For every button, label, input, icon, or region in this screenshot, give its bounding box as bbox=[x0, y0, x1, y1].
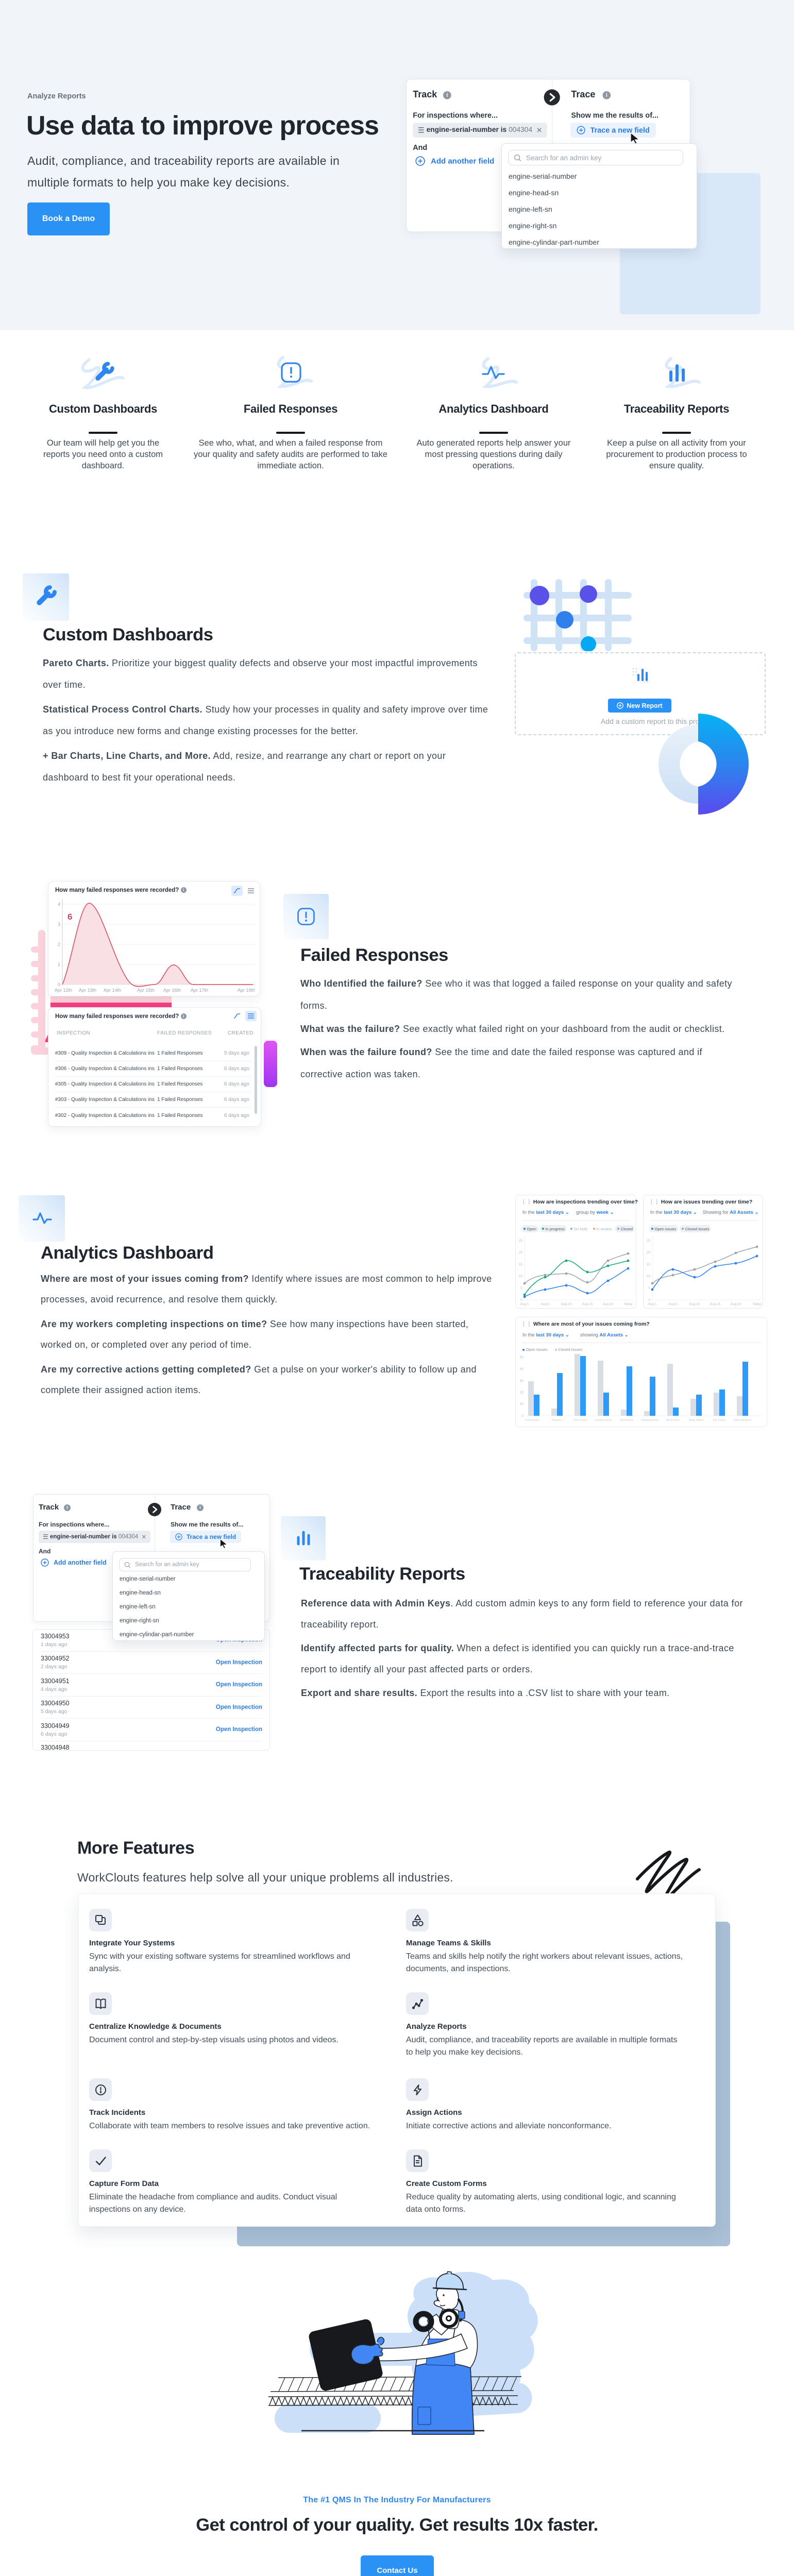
svg-text:Apr 15th: Apr 15th bbox=[137, 988, 155, 993]
svg-text:Aug 10: Aug 10 bbox=[561, 1302, 572, 1306]
svg-text:Pre Press: Pre Press bbox=[713, 1419, 725, 1422]
svg-text:Today: Today bbox=[752, 1302, 762, 1306]
svg-text:5: 5 bbox=[520, 1286, 522, 1290]
svg-text:5: 5 bbox=[648, 1286, 650, 1290]
svg-text:Aug 20: Aug 20 bbox=[731, 1302, 741, 1306]
svg-text:40: 40 bbox=[520, 1367, 524, 1371]
svg-text:10: 10 bbox=[647, 1275, 651, 1278]
svg-text:10: 10 bbox=[519, 1275, 523, 1278]
svg-text:Main Office: Main Office bbox=[689, 1419, 703, 1422]
svg-text:1: 1 bbox=[58, 962, 60, 967]
svg-text:Front Desk ...: Front Desk ... bbox=[525, 1419, 542, 1422]
svg-text:Reactor: Reactor bbox=[552, 1419, 562, 1422]
svg-text:Today: Today bbox=[623, 1302, 633, 1306]
svg-text:30: 30 bbox=[520, 1379, 524, 1383]
svg-text:Apr 13th: Apr 13th bbox=[79, 988, 96, 993]
svg-text:25: 25 bbox=[519, 1239, 523, 1243]
svg-text:Aug 1: Aug 1 bbox=[648, 1302, 657, 1306]
svg-text:Blue Floor: Blue Floor bbox=[666, 1419, 679, 1422]
svg-text:Aug 10: Aug 10 bbox=[689, 1302, 700, 1306]
svg-text:Shipping Area: Shipping Area bbox=[641, 1419, 659, 1422]
svg-text:Apr 17th: Apr 17th bbox=[191, 988, 208, 993]
svg-text:25: 25 bbox=[647, 1239, 651, 1243]
svg-text:Apr 16th: Apr 16th bbox=[163, 988, 181, 993]
svg-text:Side Entrance: Side Entrance bbox=[734, 1419, 752, 1422]
svg-text:2: 2 bbox=[58, 942, 60, 947]
svg-text:Back Area: Back Area bbox=[620, 1419, 633, 1422]
svg-text:15: 15 bbox=[519, 1263, 523, 1266]
svg-text:0: 0 bbox=[521, 1414, 523, 1418]
svg-text:4: 4 bbox=[58, 902, 60, 907]
svg-text:3: 3 bbox=[58, 922, 60, 927]
svg-text:Apr 14th: Apr 14th bbox=[104, 988, 121, 993]
svg-text:15: 15 bbox=[647, 1263, 651, 1266]
svg-text:Print Floor: Print Floor bbox=[573, 1419, 587, 1422]
svg-text:0: 0 bbox=[58, 982, 60, 987]
svg-text:Aug 15: Aug 15 bbox=[582, 1302, 593, 1306]
svg-text:Loading Dock: Loading Dock bbox=[595, 1419, 612, 1422]
svg-text:0: 0 bbox=[648, 1298, 650, 1302]
svg-text:Apr 19th: Apr 19th bbox=[238, 988, 255, 993]
svg-text:0: 0 bbox=[520, 1298, 522, 1302]
svg-text:Aug 1: Aug 1 bbox=[520, 1302, 529, 1306]
svg-text:Aug 5: Aug 5 bbox=[541, 1302, 550, 1306]
svg-text:Apr 12th: Apr 12th bbox=[55, 988, 72, 993]
svg-text:20: 20 bbox=[519, 1251, 523, 1255]
svg-text:10: 10 bbox=[520, 1402, 524, 1406]
svg-text:20: 20 bbox=[520, 1391, 524, 1395]
svg-text:6: 6 bbox=[67, 912, 72, 922]
svg-text:Aug 15: Aug 15 bbox=[710, 1302, 721, 1306]
svg-text:50: 50 bbox=[520, 1355, 524, 1359]
svg-text:Aug 20: Aug 20 bbox=[603, 1302, 614, 1306]
svg-text:20: 20 bbox=[647, 1251, 651, 1255]
svg-text:Aug 5: Aug 5 bbox=[669, 1302, 678, 1306]
